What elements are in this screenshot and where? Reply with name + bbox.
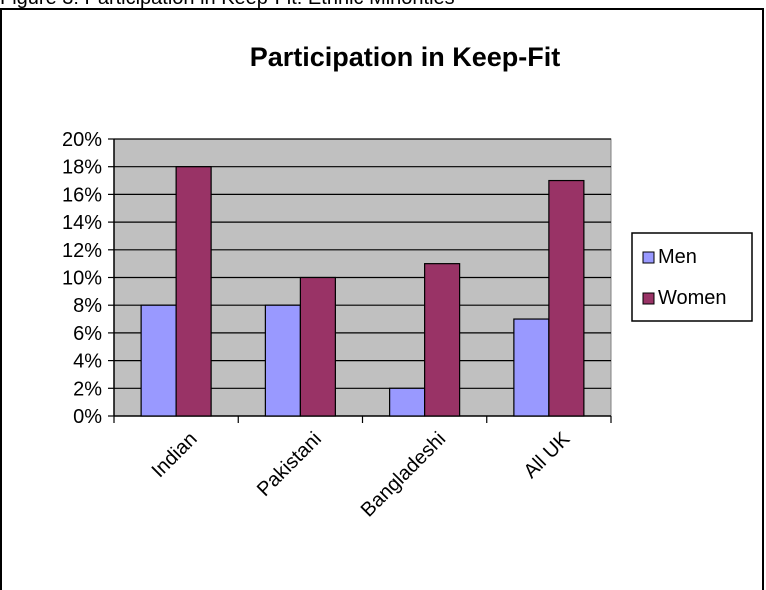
bar-women-pakistani	[299, 276, 336, 417]
chart-frame	[0, 8, 764, 590]
legend-label-men: Men	[658, 246, 697, 268]
legend-swatch-men	[642, 251, 655, 264]
legend-swatch-women	[642, 292, 655, 305]
bar-men-all-uk	[513, 318, 550, 417]
y-tick-label: 10%	[62, 268, 102, 290]
y-tick-label: 2%	[73, 378, 102, 400]
legend-box	[631, 232, 753, 322]
y-tick-label: 14%	[62, 212, 102, 234]
figure-caption: Figure 3: Participation in Keep-Fit: Eth…	[0, 0, 766, 8]
bar-men-indian	[140, 304, 177, 417]
y-tick-label: 12%	[62, 240, 102, 262]
plot-area: 0% 2% 4% 6% 8% 10% 12% 14% 16% 18% 20% Indian Pakist…	[62, 129, 612, 521]
bar-women-bangladeshi	[424, 263, 461, 417]
y-tick-label: 20%	[62, 129, 102, 151]
x-tick-label: Indian	[148, 428, 202, 482]
y-tick-label: 0%	[73, 406, 102, 428]
bar-men-bangladeshi	[389, 387, 426, 417]
y-tick-label: 16%	[62, 184, 102, 206]
legend: Men Women	[631, 232, 753, 322]
y-tick-label: 8%	[73, 295, 102, 317]
x-tick-label: All UK	[520, 428, 575, 483]
legend-label-women: Women	[658, 287, 727, 309]
y-tick-label: 18%	[62, 157, 102, 179]
y-tick-label: 4%	[73, 351, 102, 373]
y-tick-label: 6%	[73, 323, 102, 345]
chart-title: Participation in Keep-Fit	[250, 42, 561, 72]
x-tick-label: Bangladeshi	[357, 428, 450, 521]
x-tick-label: Pakistani	[253, 428, 326, 501]
bar-women-all-uk	[548, 179, 585, 417]
bar-men-pakistani	[264, 304, 301, 417]
bar-women-indian	[175, 166, 212, 417]
